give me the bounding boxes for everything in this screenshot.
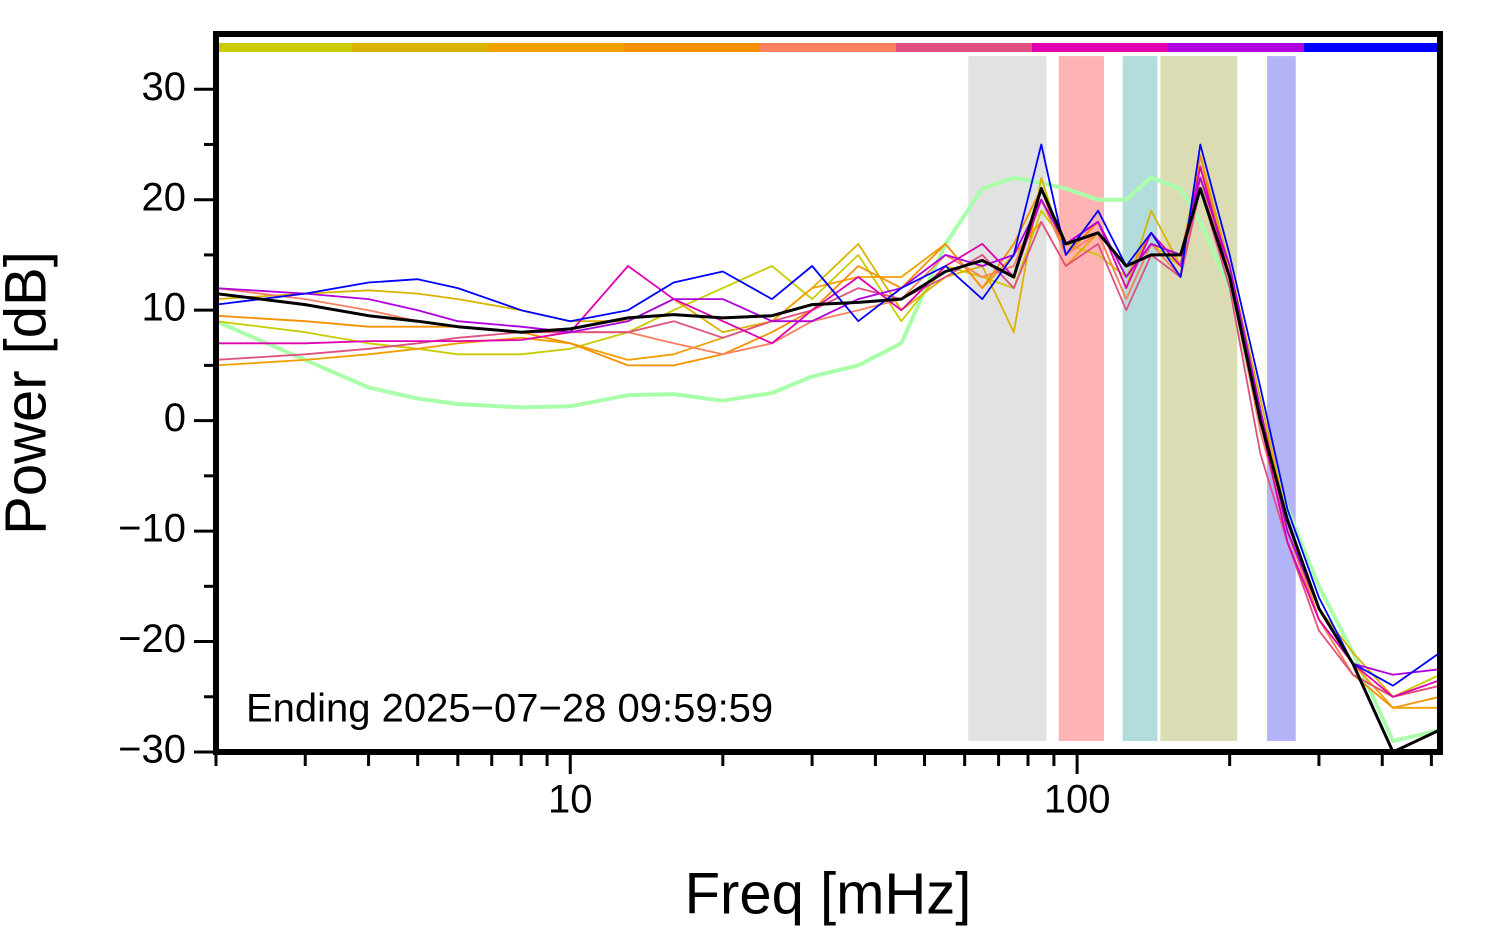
band xyxy=(1058,56,1105,741)
y-tick-label: −20 xyxy=(118,617,186,661)
lines xyxy=(216,143,1440,752)
y-tick-label: 20 xyxy=(142,175,187,219)
x-tick-label: 100 xyxy=(1044,778,1111,822)
axes: −30 −20 −10 0 10 20 30 10 100 xyxy=(118,65,1433,822)
strip-segment xyxy=(624,43,760,52)
color-strip xyxy=(216,43,1440,52)
series-line xyxy=(216,187,1440,752)
strip-segment xyxy=(216,43,352,52)
band xyxy=(968,56,1047,741)
x-axis-title: Freq [mHz] xyxy=(685,861,972,926)
strip-segment xyxy=(352,43,488,52)
strip-segment xyxy=(896,43,1032,52)
strip-segment xyxy=(488,43,624,52)
series-line xyxy=(216,176,1440,676)
annotation: Ending 2025−07−28 09:59:59 xyxy=(246,687,773,731)
series-line xyxy=(216,154,1440,698)
series-line xyxy=(216,176,1440,698)
y-tick-label: 30 xyxy=(142,65,187,109)
bands xyxy=(968,56,1296,741)
strip-segment xyxy=(760,43,896,52)
y-tick-label: −10 xyxy=(118,507,186,551)
series-line xyxy=(216,176,1440,698)
series-line xyxy=(216,143,1440,687)
plot-frame xyxy=(213,31,1443,755)
y-tick-label: 0 xyxy=(164,396,186,440)
strip-segment xyxy=(1168,43,1304,52)
series-line xyxy=(216,175,1440,743)
series-line xyxy=(216,165,1440,709)
y-tick-label: 10 xyxy=(142,286,187,330)
strip-segment xyxy=(1304,43,1440,52)
series-line xyxy=(216,187,1440,698)
y-axis-title: Power [dB] xyxy=(0,251,58,535)
band xyxy=(1122,56,1158,741)
y-tick-label: −30 xyxy=(118,728,186,772)
x-tick-label: 10 xyxy=(548,778,593,822)
band xyxy=(1267,56,1296,741)
strip-segment xyxy=(1032,43,1168,52)
